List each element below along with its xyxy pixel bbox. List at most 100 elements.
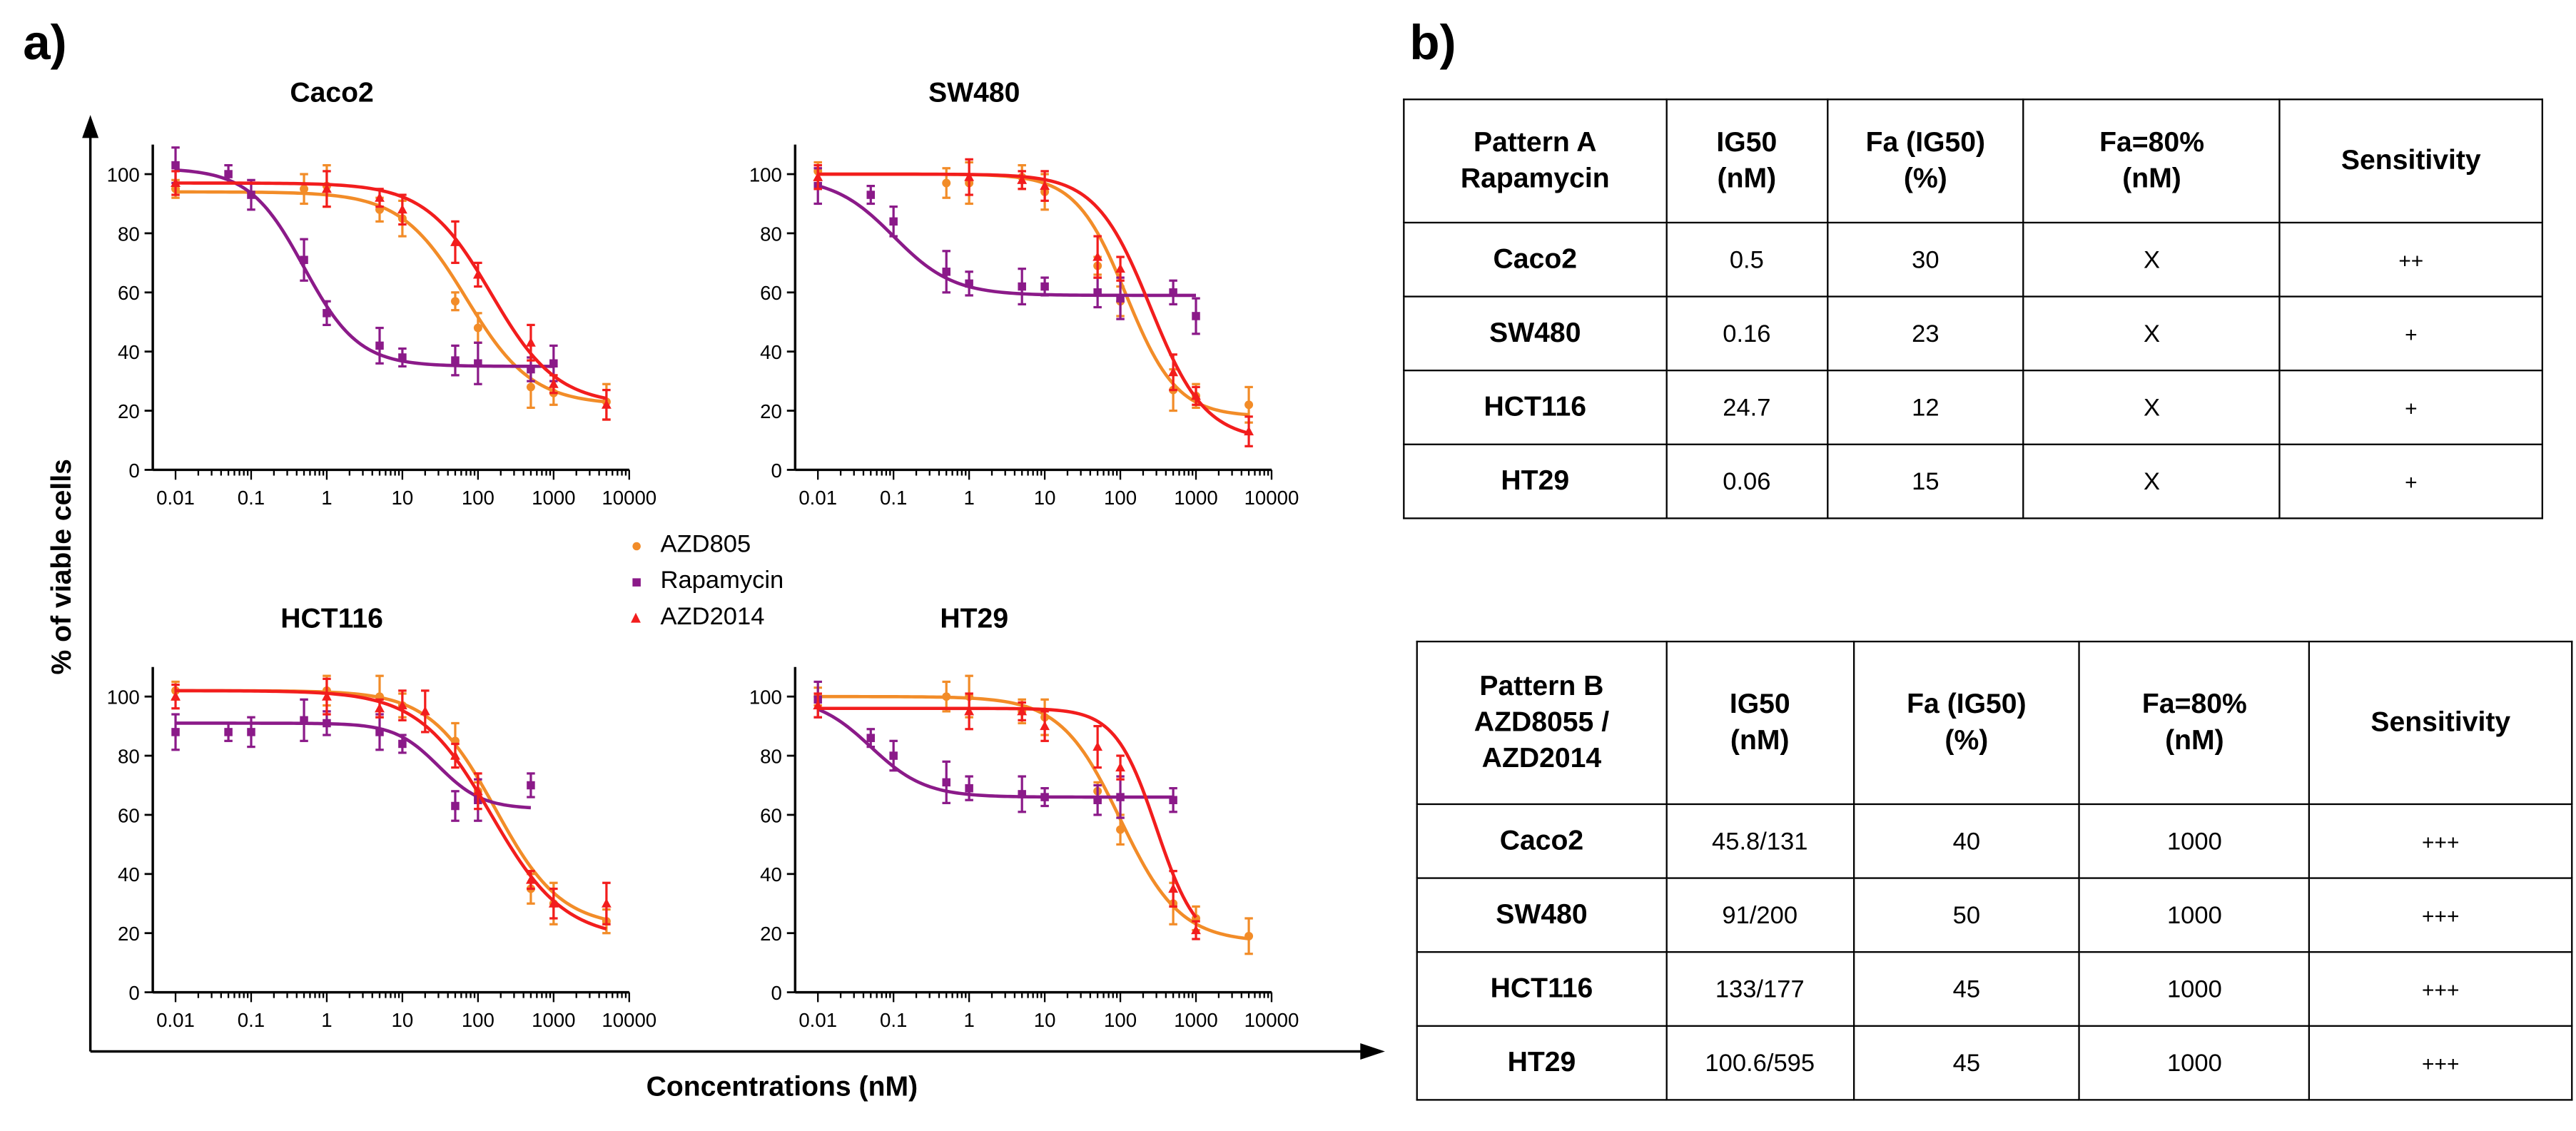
data-point [375, 192, 385, 202]
table-row-label: HT29 [1403, 443, 1668, 519]
data-point [451, 356, 460, 365]
x-tick-label: 1000 [1174, 487, 1217, 509]
data-point [813, 171, 823, 181]
data-point [300, 184, 309, 193]
x-tick-label: 0.1 [880, 487, 907, 509]
table-header-cell: Fa (IG50) (%) [1826, 98, 2025, 224]
table-cell: +++ [2308, 951, 2573, 1027]
y-tick-label: 80 [760, 745, 782, 767]
table-pattern-b: Pattern B AZD8055 / AZD2014 IG50 (nM) Fa (… [1416, 640, 2573, 1101]
table-cell: 45 [1852, 951, 2081, 1027]
data-point [548, 378, 559, 388]
y-tick-label: 40 [760, 863, 782, 886]
data-point [1115, 263, 1125, 273]
legend-label: Rapamycin [660, 566, 784, 594]
x-tick-label: 1 [321, 487, 332, 509]
table-row-label: Caco2 [1403, 221, 1668, 298]
table-cell: 1000 [2079, 1025, 2311, 1101]
data-point [450, 750, 460, 760]
table-cell: 1000 [2079, 803, 2311, 879]
fit-curve [176, 181, 607, 400]
y-tick-label: 60 [760, 804, 782, 826]
legend-marker-circle [611, 532, 660, 555]
table-cell: 0.06 [1665, 443, 1828, 519]
table-row: HT29 100.6/595 45 1000 +++ [1416, 1025, 2573, 1101]
data-point [450, 236, 460, 246]
table-header-cell: Pattern A Rapamycin [1403, 98, 1668, 224]
table-cell: 23 [1826, 295, 2025, 372]
table-cell: + [2278, 295, 2543, 372]
subplot-title: Caco2 [290, 78, 373, 108]
table-cell: 45.8/131 [1665, 803, 1855, 879]
table-header-cell: Fa (IG50) (%) [1852, 640, 2081, 806]
table-header-row: Pattern A Rapamycin IG50 (nM) Fa (IG50) (%… [1403, 98, 2543, 224]
table-row-label: Caco2 [1416, 803, 1668, 879]
subplot-title: HCT116 [280, 603, 383, 634]
y-tick-label: 60 [760, 282, 782, 304]
legend-item-rapamycin: Rapamycin [611, 562, 784, 598]
x-tick-label: 10000 [1244, 1009, 1299, 1031]
data-point [527, 781, 535, 790]
data-point [1169, 288, 1177, 297]
x-tick-label: 10 [392, 1009, 414, 1031]
table-cell: 15 [1826, 443, 2025, 519]
data-point [322, 691, 332, 701]
fit-curve [176, 689, 607, 930]
data-point [300, 716, 308, 725]
table-cell: X [2023, 221, 2281, 298]
subplot-title: HT29 [940, 603, 1008, 634]
data-point [472, 786, 483, 796]
table-cell: 0.5 [1665, 221, 1828, 298]
x-tick-label: 1 [321, 1009, 332, 1031]
table-row: HCT116 24.7 12 X + [1403, 370, 2543, 445]
table-cell: +++ [2308, 803, 2573, 879]
table-cell: 45 [1852, 1025, 2081, 1101]
legend-item-azd2014: AZD2014 [611, 598, 784, 634]
panel-a-label: a) [23, 16, 67, 71]
table-cell: + [2278, 443, 2543, 519]
data-point [813, 700, 823, 710]
table-pattern-a: Pattern A Rapamycin IG50 (nM) Fa (IG50) (%… [1403, 98, 2543, 519]
data-point [171, 691, 181, 701]
data-point [1168, 367, 1179, 377]
table-header-row: Pattern B AZD8055 / AZD2014 IG50 (nM) Fa (… [1416, 640, 2573, 806]
data-point [1040, 282, 1049, 291]
data-point [964, 706, 975, 716]
series-azd8055 [813, 674, 1254, 955]
data-point [247, 191, 255, 199]
table-row: SW480 0.16 23 X + [1403, 295, 2543, 372]
data-point [866, 734, 876, 742]
data-point [889, 751, 898, 760]
data-point [450, 297, 460, 306]
data-point [474, 359, 482, 368]
data-point [472, 269, 483, 279]
x-tick-label: 0.1 [238, 1009, 265, 1031]
data-point [1093, 796, 1102, 804]
table-cell: + [2278, 370, 2543, 445]
fit-curve [175, 168, 554, 368]
data-point [601, 399, 612, 409]
data-point [1244, 400, 1254, 410]
data-point [1116, 793, 1125, 801]
data-point [397, 204, 407, 214]
table-header-cell: Pattern B AZD8055 / AZD2014 [1416, 640, 1668, 806]
legend-item-azd8055: AZD805 [611, 526, 784, 562]
x-tick-label: 100 [462, 1009, 495, 1031]
data-point [1040, 181, 1050, 191]
data-point [451, 801, 460, 811]
y-tick-label: 0 [128, 982, 139, 1004]
data-point [224, 170, 233, 178]
fit-curve [817, 184, 1197, 298]
table-cell: +++ [2308, 877, 2573, 953]
y-tick-label: 40 [118, 863, 140, 886]
x-tick-label: 0.01 [798, 1009, 837, 1031]
x-tick-label: 1 [963, 487, 974, 509]
table-cell: 24.7 [1665, 370, 1828, 445]
series-azd2014 [813, 158, 1254, 447]
table-cell: ++ [2278, 221, 2543, 298]
table-row-label: HCT116 [1416, 951, 1668, 1027]
table-row: Caco2 45.8/131 40 1000 +++ [1416, 803, 2573, 879]
data-point [964, 171, 975, 181]
data-point [965, 783, 973, 793]
